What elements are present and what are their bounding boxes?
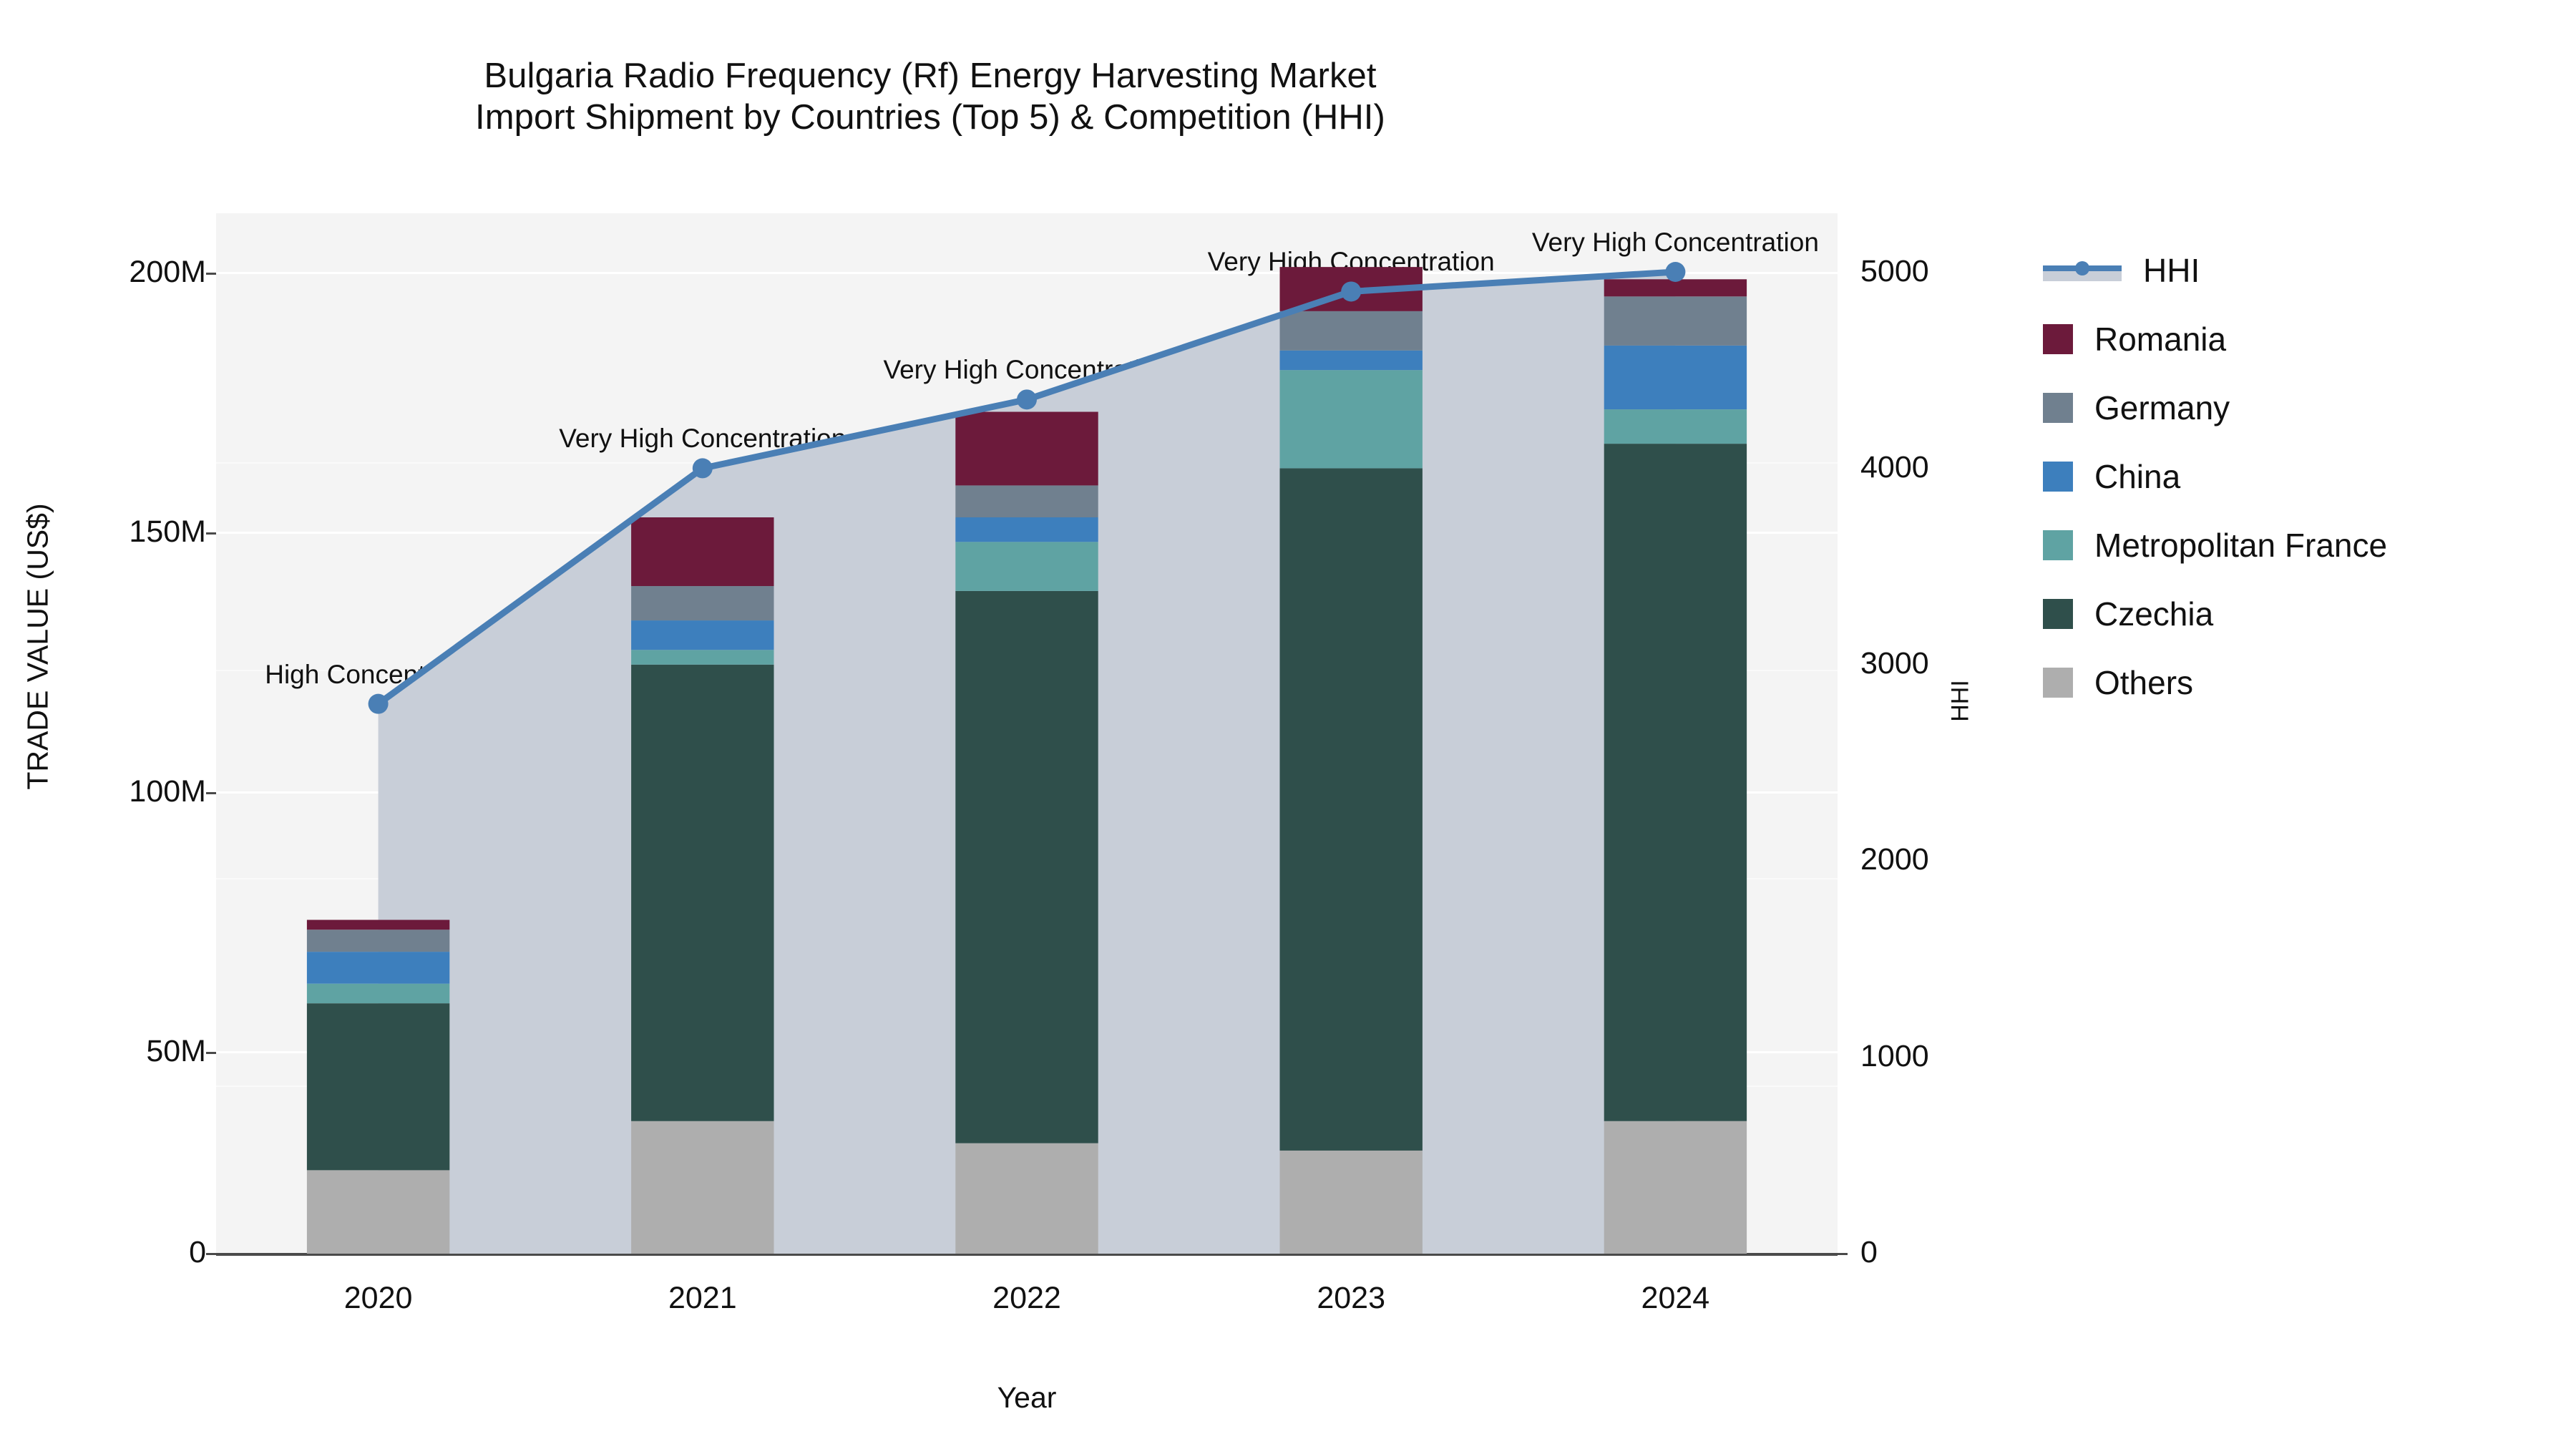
y-left-tickmark-100m [206, 792, 216, 794]
y-left-tick-0: 0 [189, 1235, 206, 1269]
legend-item-germany[interactable]: Germany [2043, 374, 2572, 442]
x-axis-title: Year [997, 1381, 1057, 1414]
color-swatch-metropolitan-france [2043, 530, 2073, 560]
gridline-100m [216, 791, 1838, 794]
hhi-line-icon [2043, 255, 2122, 286]
y-left-tickmark-0 [206, 1253, 216, 1255]
legend-label-czechia: Czechia [2094, 595, 2214, 633]
legend-item-metropolitan-france[interactable]: Metropolitan France [2043, 511, 2572, 580]
y-right-tick-2000: 2000 [1860, 842, 1929, 877]
annotation-2022: Very High Concentration [883, 355, 1171, 385]
y-left-tickmark-200m [206, 273, 216, 275]
annotation-2024: Very High Concentration [1531, 228, 1819, 257]
y-left-tickmark-150m [206, 532, 216, 535]
y-right-tickmark-0 [1838, 1253, 1848, 1255]
legend-label-hhi: HHI [2143, 252, 2200, 289]
legend-item-hhi[interactable]: HHI [2043, 236, 2572, 305]
color-swatch-others [2043, 668, 2073, 698]
y-axis-right-title: HHI [1946, 680, 1974, 722]
gridline-minor-1 [216, 462, 1838, 464]
y-left-tick-150m: 150M [129, 514, 206, 549]
x-tick-2022: 2022 [992, 1281, 1061, 1315]
y-left-tickmark-50m [206, 1052, 216, 1054]
annotation-2023: Very High Concentration [1207, 247, 1495, 277]
legend-label-germany: Germany [2094, 389, 2230, 426]
y-left-tick-100m: 100M [129, 774, 206, 809]
color-swatch-czechia [2043, 599, 2073, 629]
legend-item-czechia[interactable]: Czechia [2043, 580, 2572, 648]
x-tick-2024: 2024 [1641, 1281, 1710, 1315]
gridline-50m [216, 1051, 1838, 1053]
y-axis-left-title: TRADE VALUE (US$) [21, 503, 54, 790]
color-swatch-germany [2043, 393, 2073, 423]
y-right-tick-3000: 3000 [1860, 646, 1929, 680]
y-left-tick-200m: 200M [129, 255, 206, 289]
y-right-tick-5000: 5000 [1860, 254, 1929, 288]
color-swatch-romania [2043, 324, 2073, 354]
y-right-tick-1000: 1000 [1860, 1039, 1929, 1073]
gridline-minor-4 [216, 1085, 1838, 1087]
chart-title: Bulgaria Radio Frequency (Rf) Energy Har… [475, 57, 1385, 137]
legend-label-metropolitan-france: Metropolitan France [2094, 527, 2388, 564]
x-tick-2021: 2021 [668, 1281, 737, 1315]
annotation-2021: Very High Concentration [559, 424, 847, 454]
legend-label-romania: Romania [2094, 321, 2227, 358]
gridline-150m [216, 532, 1838, 534]
color-swatch-china [2043, 462, 2073, 492]
y-left-tick-50m: 50M [146, 1034, 206, 1068]
x-tick-2020: 2020 [343, 1281, 413, 1315]
gridline-minor-3 [216, 878, 1838, 879]
x-axis-line [216, 1253, 1838, 1256]
legend-label-others: Others [2094, 664, 2194, 701]
gridline-200m [216, 272, 1838, 274]
y-right-tick-4000: 4000 [1860, 450, 1929, 484]
legend-item-china[interactable]: China [2043, 442, 2572, 511]
x-tick-2023: 2023 [1317, 1281, 1386, 1315]
legend-item-romania[interactable]: Romania [2043, 305, 2572, 374]
legend-label-china: China [2094, 458, 2181, 495]
y-right-tick-0: 0 [1860, 1235, 1878, 1269]
legend: HHI Romania Germany China Metropolitan F… [2043, 236, 2572, 717]
annotation-2020: High Concentration [265, 659, 492, 689]
legend-item-others[interactable]: Others [2043, 648, 2572, 717]
